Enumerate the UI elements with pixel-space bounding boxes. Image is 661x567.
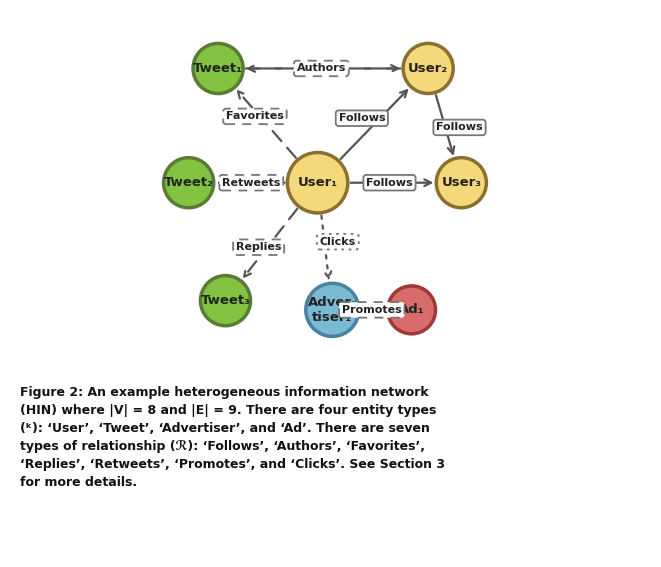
Circle shape	[403, 44, 453, 94]
Circle shape	[193, 44, 243, 94]
Circle shape	[306, 284, 359, 336]
Text: Favorites: Favorites	[226, 111, 284, 121]
Circle shape	[288, 153, 348, 213]
Text: Follows: Follows	[436, 122, 483, 133]
Text: Tweet₂: Tweet₂	[164, 176, 214, 189]
Circle shape	[436, 158, 486, 208]
Text: Tweet₃: Tweet₃	[200, 294, 251, 307]
Text: Retweets: Retweets	[222, 177, 280, 188]
Circle shape	[387, 286, 436, 334]
Text: Adver-
tiser₁: Adver- tiser₁	[307, 296, 357, 324]
Text: User₃: User₃	[442, 176, 481, 189]
Text: Authors: Authors	[297, 64, 346, 74]
Text: Promotes: Promotes	[342, 305, 402, 315]
Text: Follows: Follows	[366, 177, 412, 188]
Circle shape	[163, 158, 214, 208]
Text: Tweet₁: Tweet₁	[193, 62, 243, 75]
Text: User₁: User₁	[297, 176, 338, 189]
Text: Figure 2: An example heterogeneous information network
(HIN) where |V| = 8 and |: Figure 2: An example heterogeneous infor…	[20, 386, 445, 489]
Text: Replies: Replies	[236, 242, 282, 252]
Text: Ad₁: Ad₁	[399, 303, 424, 316]
Text: Follows: Follows	[338, 113, 385, 123]
Circle shape	[200, 276, 251, 325]
Text: User₂: User₂	[408, 62, 448, 75]
Text: Clicks: Clicks	[320, 236, 356, 247]
